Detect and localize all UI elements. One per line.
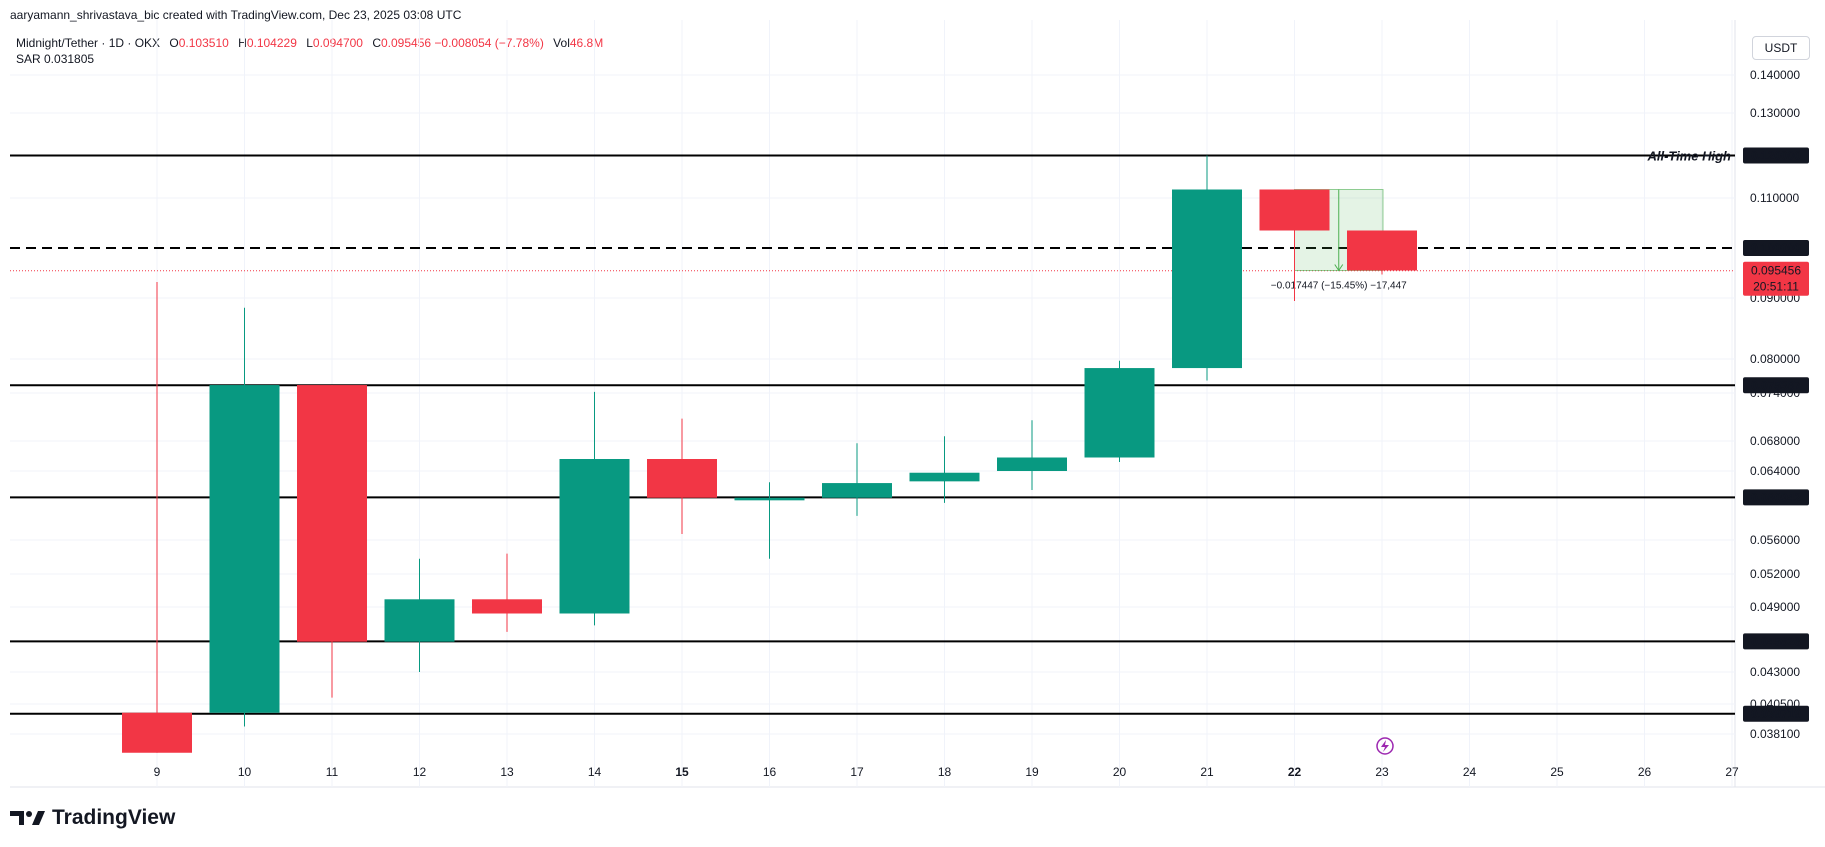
- candle-body: [734, 497, 805, 501]
- price-tick-label: 0.110000: [1750, 191, 1799, 205]
- price-tick-label: 0.043000: [1750, 665, 1800, 679]
- volume-label: Vol: [553, 36, 570, 50]
- candle-body: [1172, 189, 1242, 369]
- candle-body: [1084, 368, 1155, 458]
- currency-button[interactable]: USDT: [1752, 36, 1810, 60]
- price-tick-label: 0.130000: [1750, 106, 1800, 120]
- low-label: L: [306, 36, 313, 50]
- candle-body: [1347, 230, 1417, 271]
- close-label: C: [372, 36, 381, 50]
- date-tick-label: 10: [238, 765, 252, 779]
- date-tick-label: 17: [850, 765, 864, 779]
- level-price-badge: [1743, 633, 1809, 650]
- candle-body: [122, 712, 192, 753]
- measure-arrowhead: [1334, 264, 1344, 272]
- level-price-label: 0.120000: [1751, 149, 1801, 163]
- last-price-badge: [1743, 261, 1809, 296]
- level-annotation: All-Time High: [1646, 149, 1731, 164]
- price-tick-label: 0.080000: [1750, 352, 1800, 366]
- high-value: 0.104229: [246, 36, 297, 50]
- level-price-badge: [1743, 705, 1809, 722]
- change-value: −0.008054 (−7.78%): [434, 36, 544, 50]
- candle-body: [559, 459, 630, 614]
- date-tick-label: 16: [763, 765, 777, 779]
- candle-body: [647, 459, 717, 498]
- high-label: H: [238, 36, 247, 50]
- price-tick-label: 0.049000: [1750, 600, 1800, 614]
- chart-grid: [10, 20, 1825, 788]
- close-value: 0.095456: [381, 36, 432, 50]
- candle-body: [209, 385, 280, 713]
- open-label: O: [169, 36, 179, 50]
- date-tick-label: 18: [938, 765, 952, 779]
- price-tick-label: 0.038100: [1750, 727, 1800, 741]
- candle-body: [384, 599, 455, 642]
- level-price-badge: [1743, 147, 1809, 164]
- date-tick-label: 26: [1638, 765, 1652, 779]
- brand-name: TradingView: [52, 806, 176, 829]
- low-value: 0.094700: [312, 36, 363, 50]
- countdown-label: 20:51:11: [1753, 280, 1799, 294]
- candle-body: [822, 483, 892, 498]
- lightning-icon: [1376, 737, 1394, 755]
- date-tick-label: 14: [588, 765, 602, 779]
- date-tick-label: 22: [1288, 765, 1302, 779]
- date-tick-label: 27: [1725, 765, 1739, 779]
- price-tick-label: 0.068000: [1750, 434, 1800, 448]
- symbol-name[interactable]: Midnight/Tether · 1D · OKX: [16, 36, 161, 50]
- candle-body: [909, 472, 980, 482]
- date-tick-label: 9: [154, 765, 161, 779]
- date-tick-label: 15: [675, 765, 689, 779]
- date-tick-label: 13: [500, 765, 514, 779]
- date-tick-label: 19: [1025, 765, 1039, 779]
- level-price-label: 0.060942: [1751, 490, 1801, 504]
- tradingview-logo[interactable]: TradingView: [10, 806, 175, 830]
- price-axis: 0.1400000.1300000.1100000.0900000.080000…: [1743, 68, 1809, 741]
- time-axis: 9 10 11 12 13 14 15 16 17 18 19 20 21 22 23 24 25 26 27: [154, 765, 1739, 779]
- candle-body: [472, 599, 542, 614]
- tradingview-logo-icon: [10, 811, 45, 825]
- candle-body: [297, 385, 367, 642]
- level-price-label: 0.045828: [1751, 634, 1801, 648]
- price-tick-label: 0.052000: [1750, 567, 1800, 581]
- candle-body: [1259, 189, 1330, 231]
- price-tick-label: 0.140000: [1750, 68, 1800, 82]
- level-price-label: 0.100000: [1751, 241, 1801, 255]
- date-tick-label: 20: [1113, 765, 1127, 779]
- level-price-badge: [1743, 377, 1809, 394]
- candles: [122, 155, 1417, 753]
- level-price-badge: [1743, 489, 1809, 506]
- sar-indicator[interactable]: SAR 0.031805: [16, 52, 95, 66]
- date-tick-label: 11: [326, 765, 339, 779]
- level-price-badge: [1743, 240, 1809, 256]
- date-tick-label: 25: [1550, 765, 1564, 779]
- open-value: 0.103510: [178, 36, 229, 50]
- price-tick-label: 0.064000: [1750, 464, 1800, 478]
- attribution-text: aaryamann_shrivastava_bic created with T…: [10, 8, 462, 22]
- candle-body: [997, 457, 1067, 471]
- date-tick-label: 21: [1200, 765, 1214, 779]
- date-tick-label: 23: [1375, 765, 1389, 779]
- level-price-label: 0.039719: [1751, 707, 1801, 721]
- measure-label: −0.017447 (−15.45%) −17,447: [1271, 281, 1407, 292]
- symbol-legend: Midnight/Tether · 1D · OKX O0.103510 H0.…: [16, 36, 603, 50]
- date-tick-label: 12: [413, 765, 427, 779]
- price-tick-label: 0.056000: [1750, 533, 1800, 547]
- level-price-label: 0.075367: [1751, 378, 1801, 392]
- date-tick-label: 24: [1463, 765, 1477, 779]
- last-price-label: 0.095456: [1751, 264, 1801, 278]
